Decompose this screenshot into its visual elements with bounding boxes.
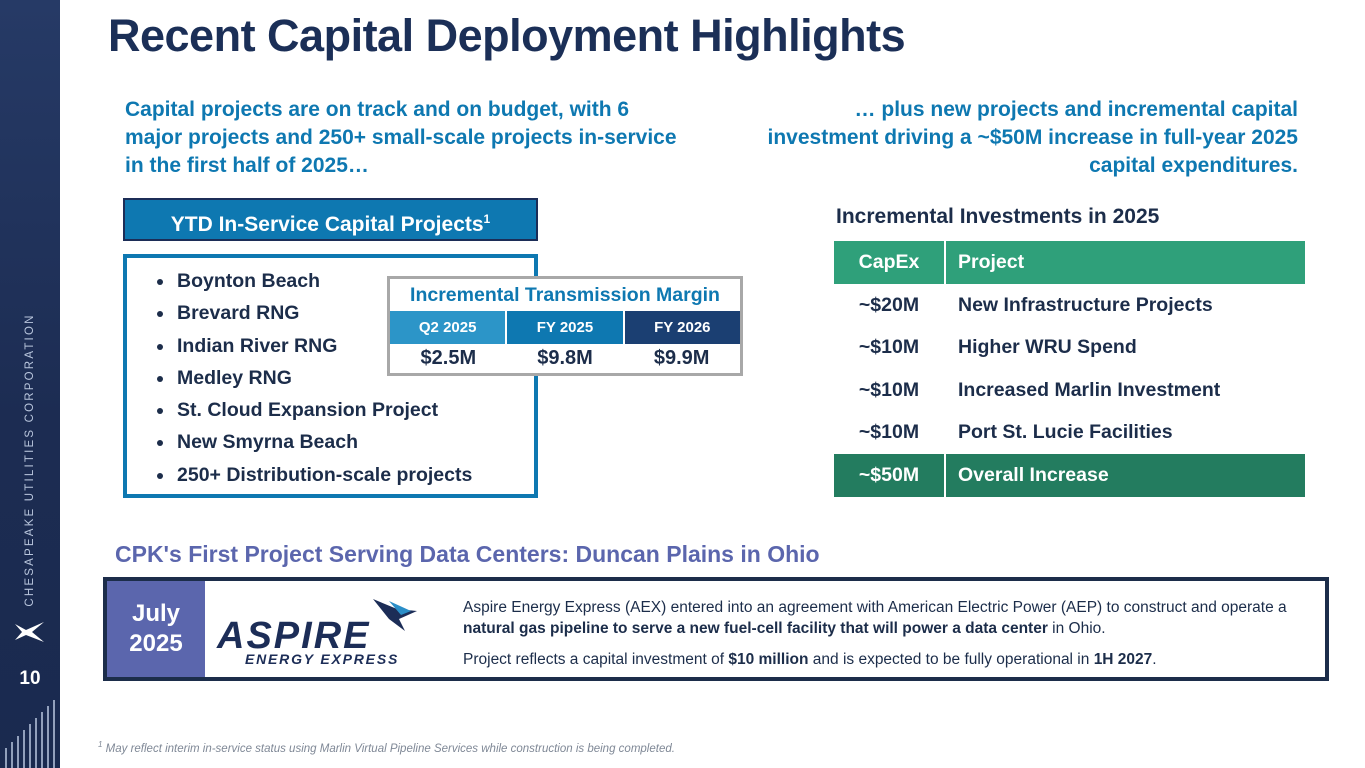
footnote-text: May reflect interim in-service status us… [102,742,675,755]
margin-header-q2-2025: Q2 2025 [390,311,506,344]
description-text: . [1152,651,1157,668]
list-item: 250+ Distribution-scale projects [157,460,472,492]
description-text: and is expected to be fully operational … [808,651,1094,668]
table-row: ~$10M Higher WRU Spend [834,326,1305,369]
description-text: in Ohio. [1047,620,1106,637]
capex-cell: ~$10M [858,378,920,401]
capex-cell: ~$10M [858,336,920,359]
aspire-logo: ASPIRE ENERGY EXPRESS [205,581,455,677]
description-text: Aspire Energy Express (AEX) entered into… [463,599,1287,616]
announcement-date: July 2025 [107,581,205,677]
description-text: Project reflects a capital investment of [463,651,729,668]
table-row: ~$10M Port St. Lucie Facilities [834,411,1305,454]
list-item: New Smyrna Beach [157,427,472,459]
list-item: Brevard RNG [157,298,472,330]
date-year: 2025 [129,630,183,657]
project-cell: Higher WRU Spend [958,336,1137,359]
table-row: ~$20M New Infrastructure Projects [834,284,1305,327]
incremental-investments-title: Incremental Investments in 2025 [836,205,1160,228]
description-paragraph-1: Aspire Energy Express (AEX) entered into… [463,597,1325,639]
operational-date: 1H 2027 [1093,651,1153,668]
transmission-margin-header-row: Q2 2025 FY 2025 FY 2026 [390,311,740,344]
ytd-header-label: YTD In-Service Capital Projects [170,213,484,236]
margin-header-fy-2025: FY 2025 [507,311,623,344]
project-cell: Port St. Lucie Facilities [958,421,1173,444]
transmission-margin-title: Incremental Transmission Margin [410,284,720,306]
capex-cell: ~$20M [858,293,920,316]
list-item: Medley RNG [157,363,472,395]
footnote: 1 May reflect interim in-service status … [98,740,675,755]
page-number: 10 [19,668,41,689]
transmission-margin-table: Incremental Transmission Margin Q2 2025 … [387,276,743,376]
aspire-bird-icon [373,599,417,631]
project-cell: New Infrastructure Projects [958,293,1213,316]
incremental-investments-table: CapEx Project ~$20M New Infrastructure P… [834,241,1305,497]
capex-total-cell: ~$50M [834,453,944,497]
project-column-header: Project [946,241,1305,284]
description-emphasis: natural gas pipeline to serve a new fuel… [463,620,1048,637]
data-center-description: Aspire Energy Express (AEX) entered into… [455,581,1325,677]
data-center-box: July 2025 ASPIRE ENERGY EXPRESS Aspire E… [103,577,1329,681]
margin-value-fy-2025: $9.8M [537,347,593,369]
footnote-mark: 1 [98,740,103,749]
aspire-logo-subtext: ENERGY EXPRESS [245,651,400,667]
table-total-row: ~$50M Overall Increase [834,453,1305,497]
ytd-projects-header: YTD In-Service Capital Projects1 [123,198,538,241]
table-header-row: CapEx Project [834,241,1305,284]
intro-right-text: … plus new projects and incremental capi… [767,98,1299,177]
capex-cell: ~$10M [858,421,920,444]
ytd-projects-box: Boynton Beach Brevard RNG Indian River R… [123,254,538,498]
list-item: Indian River RNG [157,331,472,363]
margin-value-fy-2026: $9.9M [653,347,710,369]
list-item: St. Cloud Expansion Project [157,395,472,427]
ytd-project-list: Boynton Beach Brevard RNG Indian River R… [157,266,472,492]
table-row: ~$10M Increased Marlin Investment [834,369,1305,412]
margin-header-fy-2026: FY 2026 [624,311,740,344]
date-month: July [131,600,181,627]
decorative-lines-icon [5,700,55,768]
investment-amount: $10 million [728,651,809,668]
project-total-cell: Overall Increase [946,453,1305,497]
page-title: Recent Capital Deployment Highlights [108,10,906,61]
company-name-vertical: CHESAPEAKE UTILITIES CORPORATION [24,313,36,607]
capex-column-header: CapEx [834,241,944,284]
intro-left-text: Capital projects are on track and on bud… [125,98,677,177]
transmission-margin-value-row: $2.5M $9.8M $9.9M [390,344,740,373]
margin-value-q2-2025: $2.5M [420,347,477,369]
ytd-header-footnote-mark: 1 [483,212,491,226]
sidebar: CHESAPEAKE UTILITIES CORPORATION 10 [0,0,60,768]
project-cell: Increased Marlin Investment [958,378,1221,401]
aspire-logo-word: ASPIRE [217,615,371,657]
list-item: Boynton Beach [157,266,472,298]
company-logo-icon [15,622,44,642]
description-paragraph-2: Project reflects a capital investment of… [463,649,1325,670]
data-center-section-title: CPK's First Project Serving Data Centers… [115,541,820,567]
